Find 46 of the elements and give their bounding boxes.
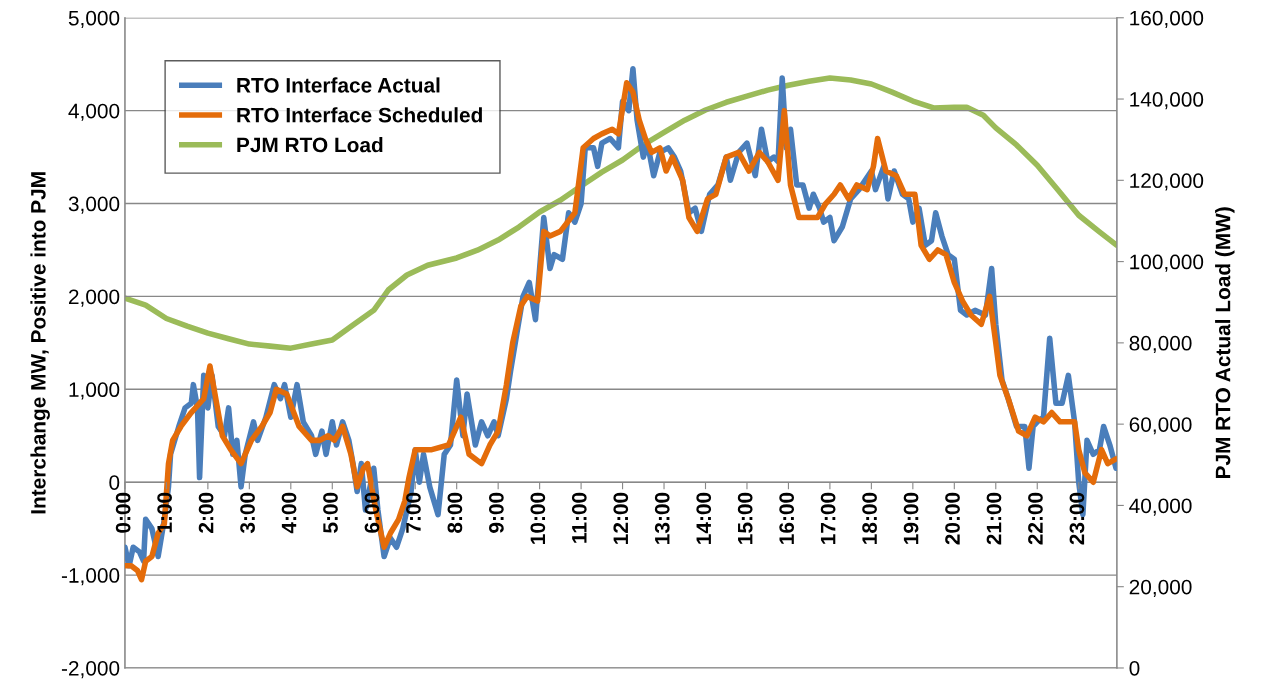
y-tick-label: 5,000	[68, 10, 120, 28]
x-tick-label: 13:00	[654, 492, 670, 544]
x-tick-label: 7:00	[406, 492, 421, 533]
y-tick-label: 2,000	[69, 289, 120, 307]
x-tick-label: 2:00	[198, 492, 214, 533]
y2-tick-label: 60,000	[1129, 417, 1192, 435]
x-tick-label: 18:00	[862, 492, 877, 544]
legend-label: RTO Interface Actual	[237, 77, 440, 93]
y2-tick-label: 140,000	[1130, 92, 1204, 110]
x-tick-label: 14:00	[696, 492, 712, 544]
x-tick-label: 22:00	[1028, 492, 1043, 545]
x-tick-label: 17:00	[820, 492, 836, 544]
y-tick-label: 1,000	[69, 382, 120, 400]
x-tick-label: 20:00	[945, 492, 960, 545]
x-tick-label: 15:00	[737, 492, 753, 544]
x-tick-label: 11:00	[571, 492, 587, 543]
x-tick-label: 3:00	[240, 492, 255, 534]
y2-tick-label: 80,000	[1129, 335, 1192, 354]
y-tick-label: -2,000	[61, 660, 120, 679]
y2-tick-label: 100,000	[1130, 254, 1204, 272]
y-tick-label: -1,000	[61, 568, 120, 586]
x-tick-label: 5:00	[323, 492, 338, 533]
x-tick-label: 9:00	[489, 492, 504, 533]
y2-axis-title: PJM RTO Actual Load (MW)	[1215, 207, 1235, 479]
x-tick-label: 21:00	[986, 492, 1002, 545]
y2-tick-label: 120,000	[1130, 173, 1204, 191]
y2-tick-label: 0	[1129, 660, 1140, 676]
x-tick-label: 8:00	[447, 492, 463, 533]
x-tick-label: 16:00	[779, 492, 795, 544]
legend-label: RTO Interface Scheduled	[237, 107, 482, 123]
y2-tick-label: 20,000	[1129, 579, 1192, 597]
x-tick-label: 23:00	[1069, 492, 1085, 545]
y-tick-label: 0	[109, 475, 120, 490]
y-tick-label: 4,000	[68, 103, 120, 121]
x-tick-label: 6:00	[364, 492, 380, 533]
y-axis-title: Interchange MW, Positive into PJM	[30, 172, 50, 514]
x-tick-label: 0:00	[115, 492, 131, 533]
y2-tick-label: 40,000	[1129, 498, 1192, 516]
x-tick-label: 10:00	[530, 492, 546, 544]
x-tick-label: 1:00	[157, 492, 172, 533]
legend-label: PJM RTO Load	[237, 137, 383, 153]
y-tick-label: 3,000	[68, 196, 120, 214]
x-tick-label: 19:00	[903, 492, 919, 544]
x-tick-label: 12:00	[613, 492, 629, 544]
y2-tick-label: 160,000	[1130, 10, 1204, 28]
x-tick-label: 4:00	[281, 492, 297, 534]
